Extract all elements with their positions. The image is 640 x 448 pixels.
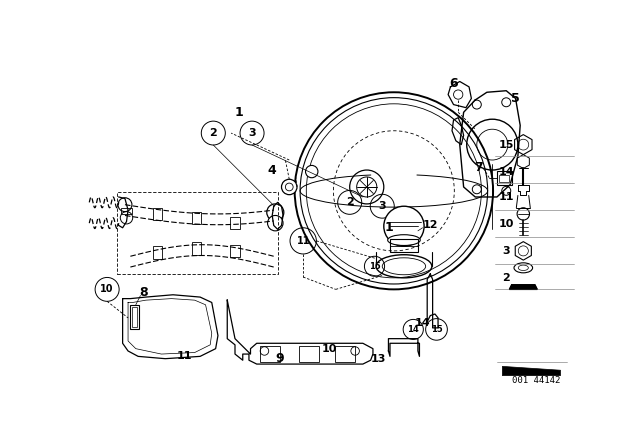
Text: 2: 2 — [209, 128, 217, 138]
Text: 15: 15 — [369, 262, 380, 271]
Text: 1: 1 — [384, 221, 393, 234]
Bar — [260, 346, 280, 362]
Bar — [153, 246, 162, 258]
Bar — [230, 217, 239, 229]
Bar — [121, 208, 132, 214]
Text: 5: 5 — [511, 92, 520, 105]
Text: 6: 6 — [449, 77, 458, 90]
Circle shape — [267, 204, 284, 221]
Bar — [191, 211, 201, 224]
Text: 2: 2 — [346, 198, 353, 207]
Text: 3: 3 — [378, 201, 386, 211]
Text: 12: 12 — [422, 220, 438, 230]
Text: 13: 13 — [371, 353, 386, 364]
Bar — [230, 245, 239, 257]
Text: 1: 1 — [234, 106, 243, 119]
Bar — [499, 175, 509, 182]
Bar — [298, 346, 319, 362]
Text: 11: 11 — [177, 351, 193, 362]
Polygon shape — [509, 285, 537, 289]
Circle shape — [384, 206, 424, 246]
Text: 3: 3 — [502, 246, 510, 256]
Text: 8: 8 — [140, 286, 148, 299]
Text: 2: 2 — [502, 273, 510, 283]
Circle shape — [305, 165, 318, 178]
Bar — [132, 307, 136, 327]
Text: 15: 15 — [499, 140, 514, 150]
Circle shape — [282, 179, 297, 195]
Text: 11: 11 — [296, 236, 310, 246]
Text: 10: 10 — [100, 284, 114, 294]
Bar — [153, 208, 162, 220]
Text: 001 44142: 001 44142 — [511, 376, 560, 385]
Text: 14: 14 — [408, 325, 419, 334]
Circle shape — [268, 215, 283, 231]
Bar — [335, 346, 355, 362]
Bar — [390, 238, 418, 252]
Text: 14: 14 — [499, 167, 514, 177]
Text: 14: 14 — [415, 318, 430, 328]
Bar — [497, 171, 513, 185]
Text: 10: 10 — [499, 219, 514, 229]
Bar — [191, 242, 201, 255]
Text: 15: 15 — [431, 325, 442, 334]
Bar — [129, 305, 139, 329]
Ellipse shape — [388, 235, 420, 246]
Text: 11: 11 — [499, 192, 514, 202]
Text: 10: 10 — [322, 344, 337, 353]
Polygon shape — [502, 366, 561, 375]
Text: 9: 9 — [276, 352, 284, 365]
Text: 3: 3 — [248, 128, 256, 138]
Text: 4: 4 — [268, 164, 276, 177]
Text: 7: 7 — [474, 161, 483, 174]
